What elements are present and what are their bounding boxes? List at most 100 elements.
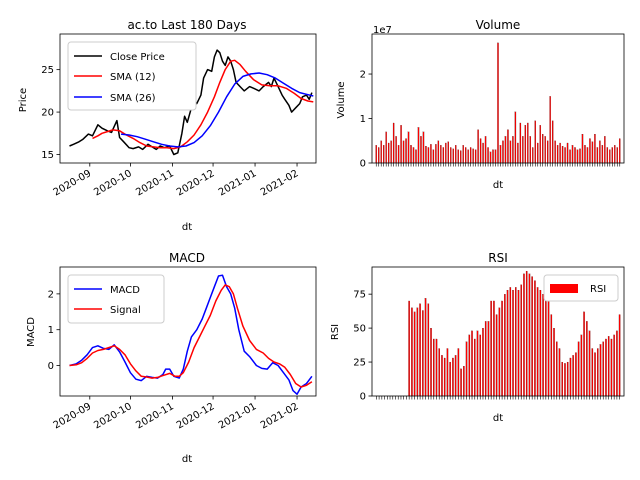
volume-bar (460, 150, 462, 164)
price-series-close-price (69, 49, 313, 156)
price-legend: Close Price SMA (12) SMA (26) (67, 41, 197, 111)
volume-bar (519, 122, 522, 164)
volume-bar (422, 131, 425, 164)
rsi-bar (520, 284, 522, 397)
volume-bar (609, 149, 611, 164)
rsi-bar (566, 361, 569, 397)
volume-bar (509, 140, 512, 164)
price-axes-frame (59, 33, 317, 164)
volume-bar (532, 147, 534, 164)
rsi-bar (504, 294, 506, 397)
volume-bar (467, 149, 469, 164)
volume-bar (544, 136, 546, 164)
rsi-bar (539, 290, 542, 397)
macd-series-signal (69, 284, 313, 388)
rsi-bar (512, 290, 514, 397)
volume-bar (529, 136, 531, 164)
volume-bar (425, 146, 427, 164)
rsi-ytick-label: 75 (353, 290, 366, 301)
macd-legend-box (67, 274, 165, 324)
volume-bar (527, 122, 529, 164)
rsi-bar (484, 321, 487, 397)
rsi-ytick-label: 0 (360, 392, 366, 403)
volume-bar (502, 140, 504, 164)
volume-bar (417, 127, 420, 164)
volume-bar (514, 111, 517, 164)
rsi-axes-frame (371, 266, 625, 397)
volume-bar (420, 136, 422, 164)
rsi-bar (616, 330, 618, 397)
volume-bar (392, 122, 395, 164)
rsi-bar (575, 352, 577, 397)
volume-bar (586, 147, 589, 164)
rsi-bar (438, 348, 440, 397)
volume-bar (584, 145, 586, 164)
volume-bar (517, 142, 519, 164)
rsi-bar (536, 287, 539, 397)
legend-label-sma26: SMA (26) (110, 93, 156, 104)
rsi-bar (452, 357, 454, 397)
volume-bar (599, 140, 601, 164)
rsi-bar (419, 303, 421, 397)
volume-y-ticks: 0 1 2 (360, 70, 372, 170)
volume-bar (437, 140, 440, 164)
volume-bar (435, 144, 437, 164)
volume-bar (564, 147, 566, 164)
legend-label-rsi: RSI (590, 284, 606, 295)
panel-volume: Volume 1e7 0 1 2 dt Volume (336, 18, 625, 191)
rsi-bar (424, 298, 427, 397)
volume-bar (383, 145, 385, 164)
volume-bar (499, 145, 502, 164)
volume-bar (566, 142, 569, 164)
volume-bar (440, 145, 442, 164)
rsi-bar (591, 348, 594, 397)
volume-axes-frame (371, 33, 625, 164)
rsi-xlabel: dt (493, 413, 503, 424)
volume-bar (410, 145, 412, 164)
volume-bar (579, 148, 581, 164)
volume-bar (492, 149, 494, 164)
rsi-bar (556, 341, 558, 397)
macd-ytick-label: 2 (48, 289, 54, 300)
volume-bar (489, 151, 492, 164)
price-y-ticks: 15 20 25 (41, 65, 60, 161)
rsi-bar (465, 341, 468, 397)
macd-title: MACD (169, 251, 205, 265)
volume-bar (455, 145, 457, 164)
volume-xlabel: dt (493, 180, 503, 191)
rsi-bar (607, 336, 610, 397)
volume-bar (547, 140, 549, 164)
rsi-legend-box (543, 274, 619, 302)
macd-ytick-label: 0 (48, 361, 54, 372)
rsi-bar (457, 348, 460, 397)
volume-bar (380, 140, 382, 164)
rsi-plot (408, 270, 621, 397)
rsi-bar (515, 287, 517, 397)
rsi-bar (430, 328, 432, 397)
price-title: ac.to Last 180 Days (127, 18, 246, 32)
volume-bar (614, 145, 616, 164)
rsi-bar (599, 344, 602, 397)
volume-bar (556, 145, 559, 164)
volume-bar (554, 140, 556, 164)
rsi-y-ticks: 0 25 50 75 (353, 290, 372, 403)
rsi-bar (474, 338, 476, 397)
rsi-bar (531, 276, 533, 397)
rsi-bar (545, 300, 547, 397)
volume-bar (378, 147, 380, 164)
rsi-bar (572, 355, 574, 397)
macd-y-ticks: 0 1 2 (48, 289, 60, 372)
rsi-x-ticks (376, 396, 620, 400)
rsi-bar (441, 355, 443, 397)
rsi-bar (495, 314, 498, 397)
volume-bar (549, 96, 551, 164)
volume-ylabel: Volume (336, 81, 347, 118)
rsi-bar (528, 273, 531, 397)
rsi-bar (482, 328, 484, 397)
volume-bar (482, 142, 484, 164)
rsi-bar (446, 348, 449, 397)
panel-rsi: RSI 0 25 50 75 dt RSI RSI (330, 251, 625, 424)
volume-bar (504, 136, 507, 164)
volume-bar (559, 142, 561, 164)
price-xlabel: dt (182, 222, 192, 233)
